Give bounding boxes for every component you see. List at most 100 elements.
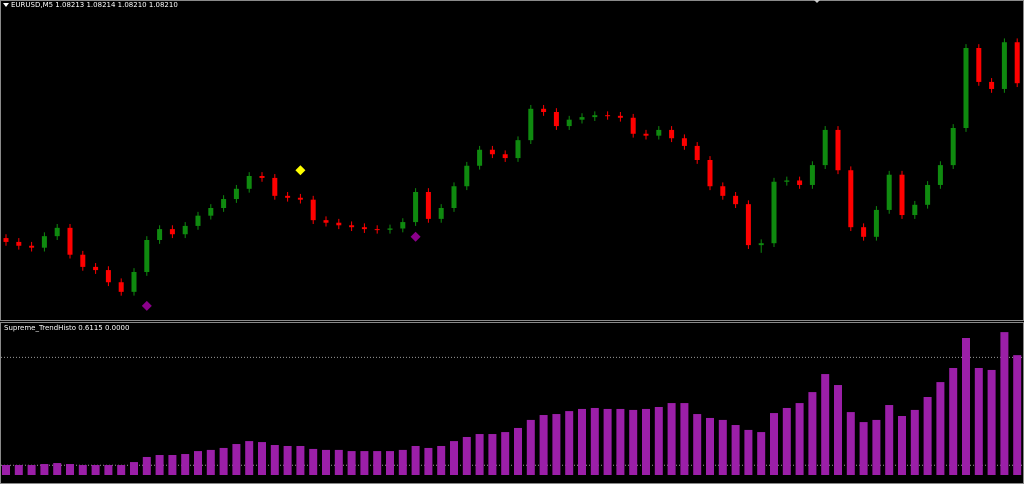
- histo-bar: [859, 422, 868, 475]
- candle-body: [131, 272, 137, 292]
- histo-bar: [808, 392, 817, 475]
- histo-bar: [53, 463, 62, 475]
- candle-body: [899, 174, 905, 216]
- histo-bar: [66, 464, 74, 475]
- histo-bar: [872, 419, 881, 475]
- candle-body: [630, 117, 636, 134]
- histo-bar: [270, 445, 279, 475]
- candle-body: [323, 220, 329, 223]
- menu-arrow[interactable]: [3, 3, 9, 7]
- histo-bar: [590, 407, 599, 475]
- candle-body: [246, 176, 252, 189]
- histo-bar: [910, 409, 919, 475]
- histo-bar: [27, 465, 36, 475]
- candle-body: [912, 204, 918, 216]
- histo-bar: [974, 367, 983, 475]
- candle-body: [54, 227, 60, 237]
- indicator-pane: [0, 322, 1024, 484]
- candle-body: [259, 176, 265, 178]
- candle-body: [93, 266, 99, 271]
- histo-bar: [501, 432, 510, 475]
- histo-bar: [526, 419, 535, 475]
- candle-body: [515, 140, 521, 159]
- histo-bar: [488, 434, 497, 475]
- histo-bar: [2, 465, 10, 475]
- candle-body: [656, 129, 662, 136]
- histo-bar: [770, 413, 778, 475]
- candle-body: [387, 228, 393, 230]
- candle-body: [438, 208, 444, 219]
- histo-bar: [539, 415, 548, 475]
- candle-body: [477, 149, 483, 166]
- candle-body: [169, 229, 175, 235]
- candle-body: [963, 48, 969, 128]
- candle-body: [233, 188, 239, 200]
- candles: [3, 38, 1020, 311]
- candle-body: [41, 236, 47, 248]
- histo-bar: [232, 444, 241, 475]
- candle-body: [925, 184, 931, 205]
- histo-bar: [283, 445, 292, 475]
- histo-bar: [603, 408, 612, 475]
- candle-body: [669, 129, 675, 139]
- candle-body: [566, 119, 572, 127]
- histo-bar: [450, 441, 458, 475]
- histo-bar: [14, 465, 23, 475]
- candle-body: [3, 238, 9, 242]
- candle-body: [144, 240, 150, 272]
- candle-body: [873, 209, 879, 237]
- histo-bar: [949, 367, 958, 475]
- candle-body: [105, 270, 111, 283]
- candle-body: [976, 48, 982, 82]
- signal-diamond: [410, 231, 421, 242]
- histo-bar: [846, 412, 855, 475]
- candle-body: [1014, 42, 1020, 84]
- candle-body: [349, 225, 355, 228]
- histo-bar: [552, 414, 561, 475]
- candle-body: [541, 108, 547, 112]
- histo-bar: [667, 403, 676, 475]
- histo-bar: [322, 449, 330, 475]
- candle-body: [67, 227, 73, 255]
- candle-body: [1001, 42, 1007, 89]
- histo-bar: [629, 409, 638, 475]
- candle-body: [157, 229, 163, 240]
- histo-bar: [155, 455, 164, 475]
- histo-bar: [706, 417, 714, 475]
- histo-bar: [693, 414, 702, 475]
- symbol-header: EURUSD,M5 1.08213 1.08214 1.08210 1.0821…: [11, 1, 178, 9]
- candle-body: [771, 181, 777, 244]
- histo-bar: [834, 385, 842, 475]
- shift-marker: [814, 0, 820, 3]
- histo-bar: [923, 396, 932, 475]
- candle-body: [502, 154, 508, 159]
- candle-body: [29, 245, 35, 248]
- candle-body: [182, 225, 188, 235]
- indicator-header: Supreme_TrendHisto 0.6115 0.0000: [4, 324, 129, 332]
- histo-bar: [821, 374, 830, 475]
- candle-body: [989, 81, 995, 89]
- candle-body: [208, 208, 214, 216]
- histo-bar: [78, 465, 87, 475]
- histo-bar: [680, 403, 689, 475]
- signal-diamond: [295, 165, 306, 176]
- histo-bar: [142, 456, 151, 475]
- histo-bar: [987, 369, 996, 475]
- candle-body: [489, 149, 495, 155]
- histo-bar: [245, 441, 254, 475]
- histo-bar: [373, 451, 382, 475]
- histo-bar: [962, 337, 970, 475]
- candle-body: [617, 115, 623, 118]
- candle-body: [784, 180, 790, 182]
- candle-body: [80, 254, 86, 267]
- histo-bar: [642, 408, 650, 475]
- histo-bar: [475, 434, 484, 475]
- candle-body: [886, 174, 892, 210]
- histo-bar: [130, 462, 138, 475]
- candle-body: [694, 145, 700, 160]
- signal-diamond: [141, 300, 152, 311]
- histo-bar: [258, 442, 266, 475]
- candle-body: [707, 160, 713, 187]
- candle-body: [758, 243, 764, 246]
- candle-body: [745, 204, 751, 246]
